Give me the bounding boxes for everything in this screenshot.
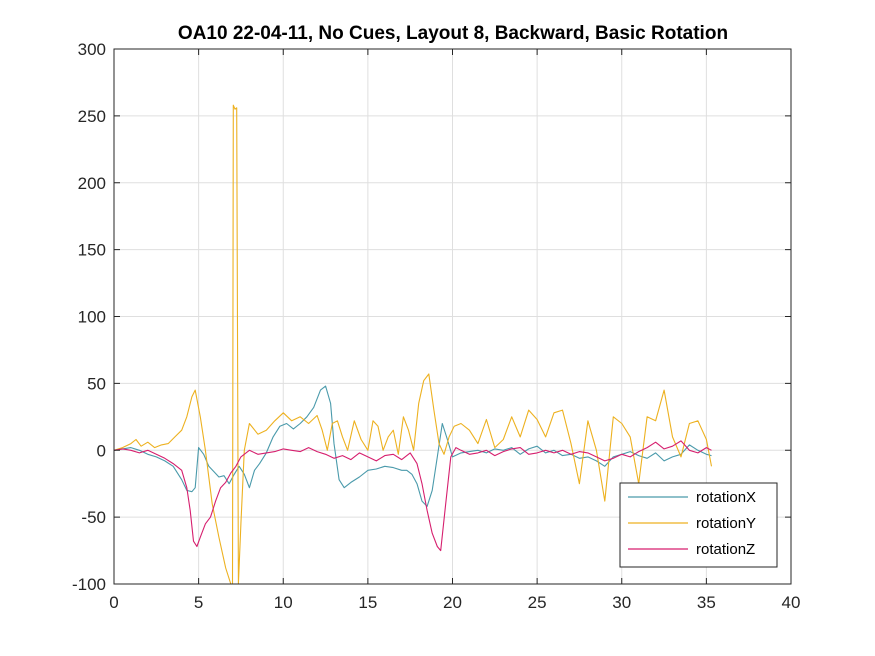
x-tick-label: 5 [194, 593, 203, 612]
y-tick-label: 200 [78, 174, 106, 193]
legend-label-rotationY: rotationY [696, 515, 756, 532]
x-tick-label: 40 [782, 593, 801, 612]
legend-label-rotationX: rotationX [696, 489, 756, 506]
y-tick-label: 250 [78, 107, 106, 126]
series-line-rotationX [113, 385, 712, 507]
series-line-rotationY [113, 104, 713, 585]
x-tick-label: 0 [109, 593, 118, 612]
y-tick-label: 150 [78, 241, 106, 260]
x-tick-label: 20 [443, 593, 462, 612]
legend-label-rotationZ: rotationZ [696, 541, 755, 558]
series-layer [113, 104, 713, 585]
y-tick-label: 100 [78, 308, 106, 327]
x-tick-label: 30 [612, 593, 631, 612]
x-tick-label: 15 [358, 593, 377, 612]
chart-title: OA10 22-04-11, No Cues, Layout 8, Backwa… [178, 23, 728, 44]
y-tick-label: 300 [78, 40, 106, 59]
legend: rotationX rotationY rotationZ [619, 482, 778, 568]
x-tick-label: 25 [528, 593, 547, 612]
x-tick-label: 10 [274, 593, 293, 612]
y-tick-label: -100 [72, 575, 106, 594]
series-line-rotationZ [113, 440, 712, 552]
y-tick-label: -50 [81, 508, 106, 527]
x-tick-label: 35 [697, 593, 716, 612]
y-tick-label: 50 [87, 374, 106, 393]
y-tick-label: 0 [97, 441, 106, 460]
ticks: 0 5 10 15 20 25 30 35 40 -100 -50 0 50 100 150 200 250 30… [72, 40, 800, 612]
